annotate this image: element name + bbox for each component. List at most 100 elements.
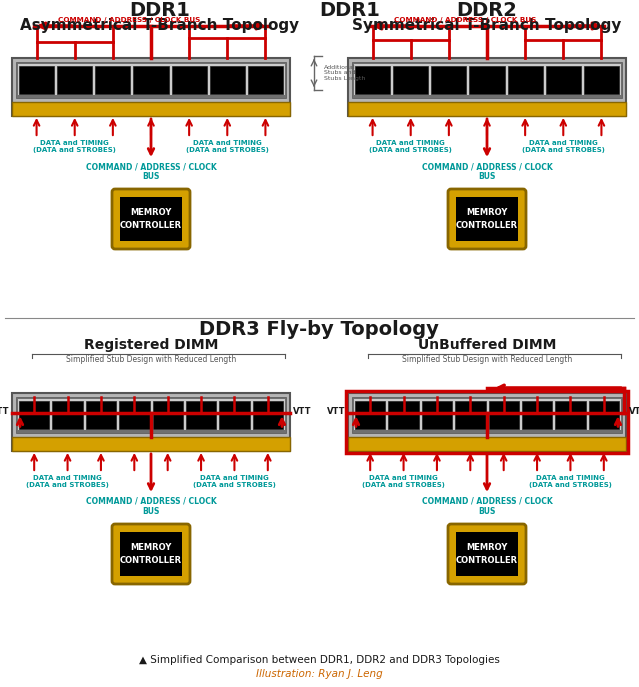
Bar — [171, 66, 206, 93]
Text: Symmetrical T-Branch Topology: Symmetrical T-Branch Topology — [352, 18, 622, 33]
Bar — [17, 399, 51, 430]
Bar — [219, 401, 250, 429]
Bar — [587, 399, 620, 430]
Bar — [208, 65, 247, 95]
Text: Additional
Stubs and
Stubs Length: Additional Stubs and Stubs Length — [324, 65, 366, 81]
Bar — [132, 65, 170, 95]
Text: DATA and TIMING
(DATA and STROBES): DATA and TIMING (DATA and STROBES) — [26, 475, 109, 488]
Bar — [352, 62, 622, 98]
Bar — [430, 65, 468, 95]
Bar — [251, 399, 284, 430]
Bar — [348, 393, 626, 451]
Bar — [118, 399, 151, 430]
Text: Asymmetrical T-Branch Topology: Asymmetrical T-Branch Topology — [20, 18, 300, 33]
Text: COMMAND / ADDRESS / CLOCK
BUS: COMMAND / ADDRESS / CLOCK BUS — [86, 497, 217, 517]
Bar — [506, 65, 544, 95]
Text: VTT: VTT — [629, 407, 639, 416]
FancyBboxPatch shape — [448, 524, 526, 584]
Bar — [218, 399, 251, 430]
Text: Simplified Stub Design with Reduced Length: Simplified Stub Design with Reduced Leng… — [402, 355, 572, 364]
Bar — [555, 401, 585, 429]
Text: MEMROY
CONTROLLER: MEMROY CONTROLLER — [120, 208, 182, 229]
Bar — [153, 401, 183, 429]
Text: Registered DIMM: Registered DIMM — [84, 338, 218, 352]
Bar — [422, 401, 452, 429]
Bar — [353, 399, 387, 430]
Text: COMMAND / ADDRESS / CLOCK
BUS: COMMAND / ADDRESS / CLOCK BUS — [86, 162, 217, 181]
Bar — [554, 399, 587, 430]
Text: MEMROY
CONTROLLER: MEMROY CONTROLLER — [456, 543, 518, 565]
Bar — [387, 399, 420, 430]
Bar — [355, 66, 390, 93]
Bar — [12, 393, 290, 451]
Text: MEMROY
CONTROLLER: MEMROY CONTROLLER — [120, 543, 182, 565]
Bar — [19, 66, 54, 93]
Bar — [19, 401, 49, 429]
Bar — [454, 399, 487, 430]
Bar — [353, 65, 392, 95]
Bar — [94, 65, 132, 95]
Bar — [84, 399, 118, 430]
Bar — [393, 66, 428, 93]
Bar — [355, 401, 385, 429]
Text: VTT: VTT — [0, 407, 9, 416]
Bar — [352, 397, 622, 433]
Bar — [520, 399, 554, 430]
Bar — [120, 532, 182, 576]
Text: VTT: VTT — [293, 407, 311, 416]
Bar — [12, 436, 290, 451]
Bar — [522, 401, 552, 429]
Bar — [210, 66, 245, 93]
Text: COMMAND / ADDRESS / CLOCK BUS: COMMAND / ADDRESS / CLOCK BUS — [58, 17, 200, 23]
Text: COMMAND / ADDRESS / CLOCK
BUS: COMMAND / ADDRESS / CLOCK BUS — [422, 162, 552, 181]
Text: MEMROY
CONTROLLER: MEMROY CONTROLLER — [456, 208, 518, 229]
Bar — [346, 391, 628, 453]
Bar — [544, 65, 582, 95]
Bar — [420, 399, 454, 430]
Text: DATA and TIMING
(DATA and STROBES): DATA and TIMING (DATA and STROBES) — [193, 475, 276, 488]
Bar — [389, 401, 419, 429]
Text: DATA and TIMING
(DATA and STROBES): DATA and TIMING (DATA and STROBES) — [522, 140, 604, 153]
FancyBboxPatch shape — [112, 189, 190, 249]
Bar — [86, 401, 116, 429]
Bar — [56, 65, 94, 95]
FancyBboxPatch shape — [112, 524, 190, 584]
Text: DATA and TIMING
(DATA and STROBES): DATA and TIMING (DATA and STROBES) — [362, 475, 445, 488]
Bar — [17, 65, 56, 95]
Text: DATA and TIMING
(DATA and STROBES): DATA and TIMING (DATA and STROBES) — [369, 140, 452, 153]
Text: DDR1: DDR1 — [319, 1, 380, 20]
Text: Illustration: Ryan J. Leng: Illustration: Ryan J. Leng — [256, 669, 382, 679]
Text: DDR3 Fly-by Topology: DDR3 Fly-by Topology — [199, 320, 439, 339]
Bar — [170, 65, 208, 95]
Text: DATA and TIMING
(DATA and STROBES): DATA and TIMING (DATA and STROBES) — [186, 140, 269, 153]
Bar — [95, 66, 130, 93]
Text: DATA and TIMING
(DATA and STROBES): DATA and TIMING (DATA and STROBES) — [529, 475, 612, 488]
Bar — [507, 66, 543, 93]
Bar — [470, 66, 505, 93]
Bar — [16, 62, 286, 98]
Bar — [120, 197, 182, 241]
Text: ▲ Simplified Comparison between DDR1, DDR2 and DDR3 Topologies: ▲ Simplified Comparison between DDR1, DD… — [139, 655, 500, 665]
Bar — [487, 399, 520, 430]
Bar — [589, 401, 619, 429]
Bar — [252, 401, 283, 429]
Bar — [546, 66, 581, 93]
Bar — [488, 401, 519, 429]
Bar — [248, 66, 283, 93]
Bar — [16, 397, 286, 433]
Text: VTT: VTT — [327, 407, 345, 416]
Bar — [12, 102, 290, 116]
Bar — [151, 399, 185, 430]
Bar — [456, 532, 518, 576]
Bar — [12, 58, 290, 116]
Text: Simplified Stub Design with Reduced Length: Simplified Stub Design with Reduced Leng… — [66, 355, 236, 364]
Bar — [456, 197, 518, 241]
Bar — [455, 401, 486, 429]
FancyBboxPatch shape — [448, 189, 526, 249]
Text: DDR1: DDR1 — [130, 1, 190, 20]
Bar — [134, 66, 169, 93]
Text: COMMAND / ADDRESS / CLOCK BUS: COMMAND / ADDRESS / CLOCK BUS — [394, 17, 536, 23]
Bar — [185, 399, 218, 430]
Bar — [468, 65, 506, 95]
Bar — [431, 66, 466, 93]
